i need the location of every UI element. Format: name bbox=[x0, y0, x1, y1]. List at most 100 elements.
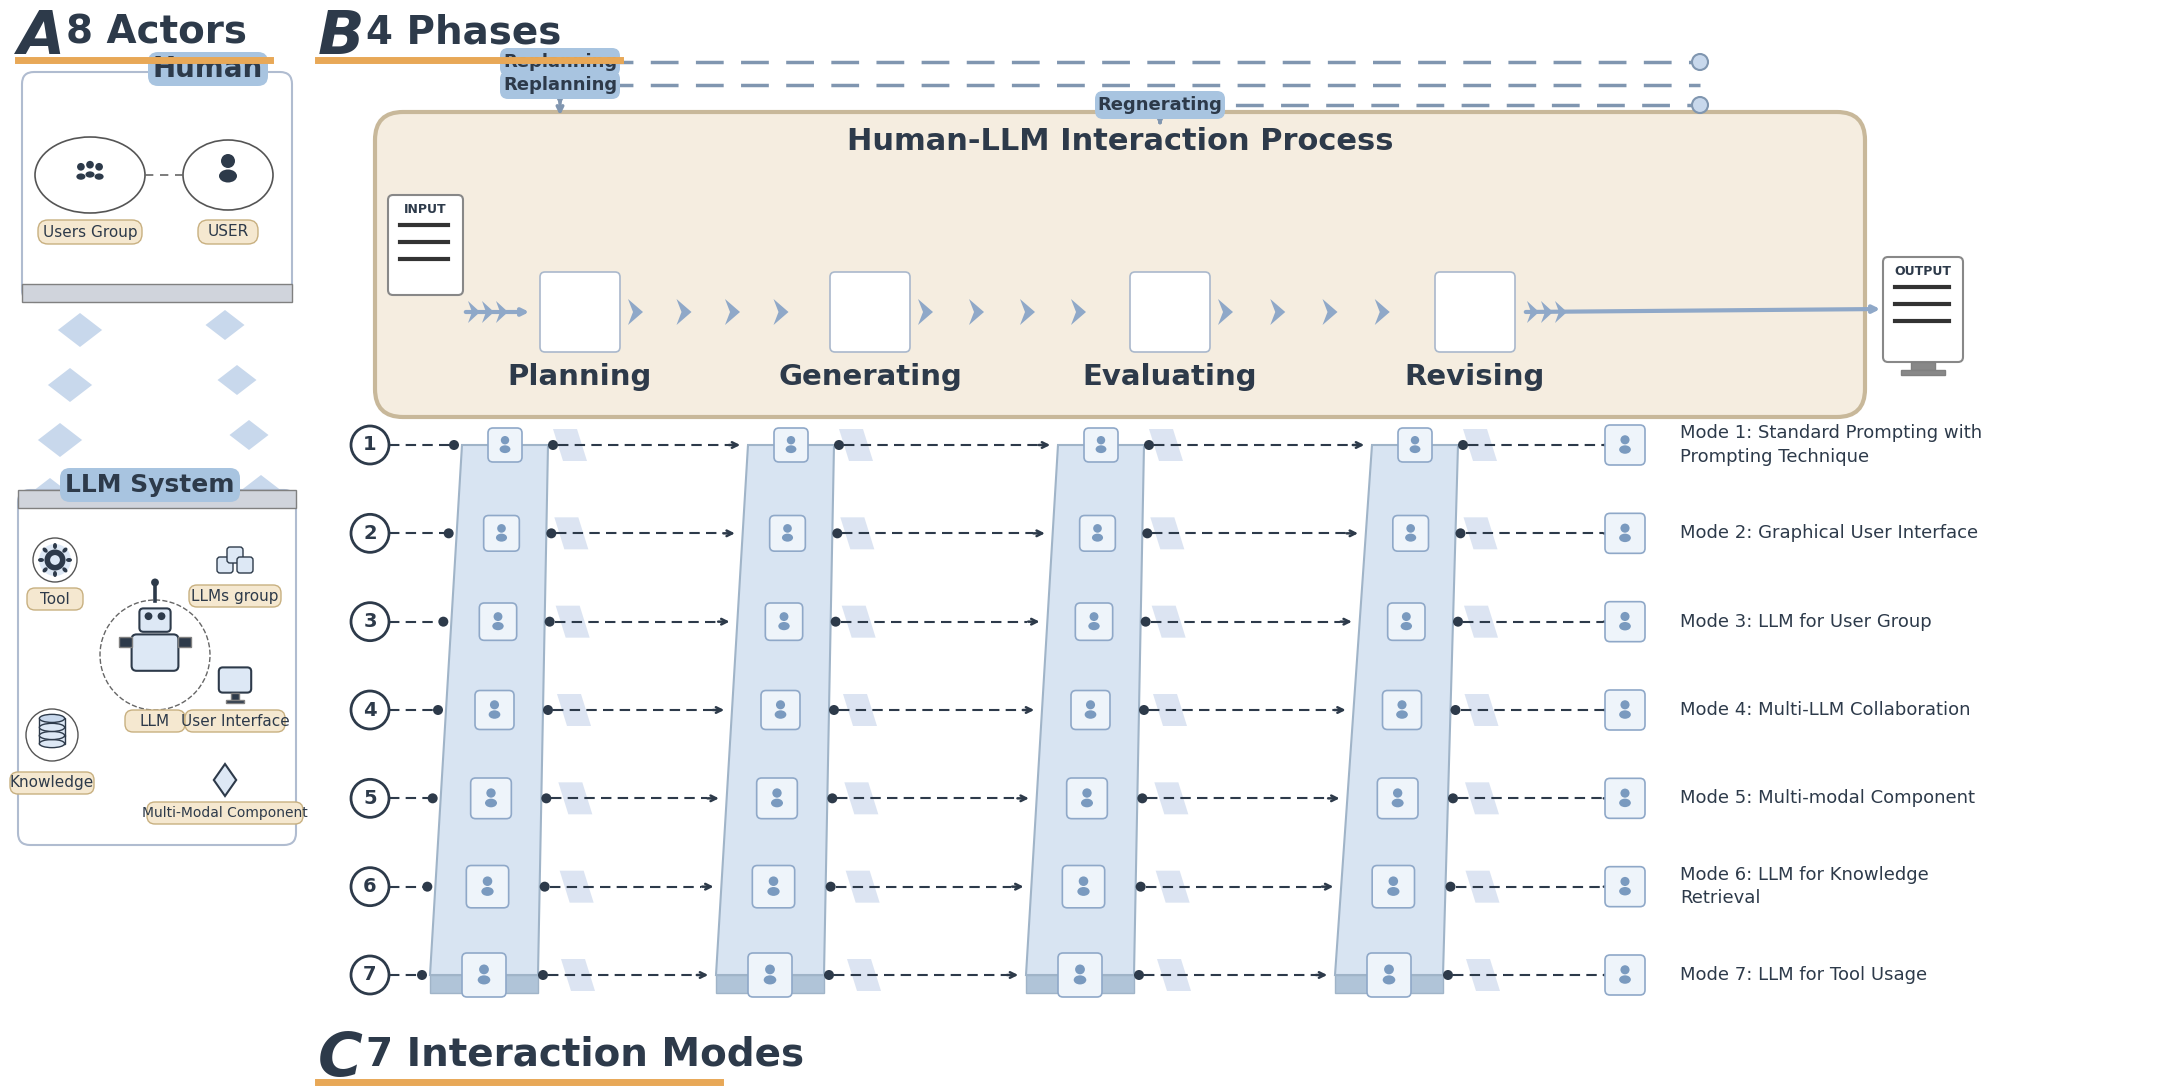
FancyBboxPatch shape bbox=[1399, 428, 1431, 462]
Text: OUTPUT: OUTPUT bbox=[1894, 265, 1951, 278]
Circle shape bbox=[1076, 964, 1085, 974]
Polygon shape bbox=[1323, 299, 1338, 325]
Polygon shape bbox=[431, 445, 548, 975]
FancyBboxPatch shape bbox=[26, 588, 82, 610]
Polygon shape bbox=[1466, 871, 1500, 902]
Polygon shape bbox=[842, 694, 877, 727]
FancyBboxPatch shape bbox=[756, 778, 797, 819]
Circle shape bbox=[1693, 54, 1708, 70]
Ellipse shape bbox=[1388, 887, 1399, 896]
Bar bbox=[22, 285, 292, 302]
Ellipse shape bbox=[43, 547, 48, 553]
Ellipse shape bbox=[39, 723, 65, 732]
Ellipse shape bbox=[1401, 622, 1412, 630]
Circle shape bbox=[825, 970, 834, 980]
Ellipse shape bbox=[43, 567, 48, 572]
FancyBboxPatch shape bbox=[487, 428, 522, 462]
Circle shape bbox=[437, 617, 448, 627]
FancyBboxPatch shape bbox=[461, 954, 507, 997]
Text: B: B bbox=[318, 8, 364, 67]
Circle shape bbox=[478, 964, 489, 974]
FancyBboxPatch shape bbox=[1604, 425, 1645, 465]
Polygon shape bbox=[39, 424, 82, 457]
Polygon shape bbox=[1026, 975, 1134, 993]
Circle shape bbox=[351, 780, 390, 818]
Polygon shape bbox=[1466, 782, 1498, 814]
Circle shape bbox=[829, 705, 840, 715]
Polygon shape bbox=[58, 313, 102, 348]
Ellipse shape bbox=[1619, 445, 1630, 454]
Circle shape bbox=[1446, 882, 1455, 892]
FancyBboxPatch shape bbox=[139, 608, 171, 632]
Ellipse shape bbox=[1619, 622, 1630, 631]
Circle shape bbox=[158, 613, 165, 620]
Text: 7: 7 bbox=[364, 965, 377, 985]
Bar bbox=[119, 637, 132, 647]
FancyBboxPatch shape bbox=[132, 634, 178, 671]
Ellipse shape bbox=[1091, 533, 1102, 542]
FancyBboxPatch shape bbox=[539, 272, 619, 352]
Text: LLM System: LLM System bbox=[65, 473, 234, 497]
Ellipse shape bbox=[500, 445, 511, 453]
Text: 8 Actors: 8 Actors bbox=[65, 13, 247, 51]
Polygon shape bbox=[1154, 694, 1186, 727]
Ellipse shape bbox=[489, 710, 500, 719]
Text: Regnerating: Regnerating bbox=[1098, 96, 1223, 114]
Ellipse shape bbox=[766, 887, 779, 896]
Circle shape bbox=[1392, 788, 1403, 797]
Circle shape bbox=[1619, 700, 1630, 709]
FancyBboxPatch shape bbox=[147, 801, 303, 824]
Circle shape bbox=[351, 956, 390, 994]
Text: Revising: Revising bbox=[1405, 363, 1546, 391]
Polygon shape bbox=[1541, 301, 1552, 323]
Circle shape bbox=[444, 528, 455, 539]
Circle shape bbox=[834, 440, 844, 450]
Ellipse shape bbox=[52, 543, 56, 550]
Polygon shape bbox=[556, 606, 589, 637]
Text: Human: Human bbox=[154, 55, 264, 83]
Polygon shape bbox=[206, 310, 245, 340]
Circle shape bbox=[422, 882, 433, 892]
Ellipse shape bbox=[52, 571, 56, 577]
Circle shape bbox=[548, 440, 559, 450]
Ellipse shape bbox=[1074, 975, 1087, 984]
Bar bbox=[178, 637, 191, 647]
FancyBboxPatch shape bbox=[1604, 779, 1645, 819]
Circle shape bbox=[1444, 970, 1453, 980]
FancyBboxPatch shape bbox=[126, 710, 184, 732]
Ellipse shape bbox=[1619, 887, 1630, 896]
Circle shape bbox=[351, 515, 390, 553]
Bar bbox=[39, 734, 65, 744]
Polygon shape bbox=[242, 475, 281, 505]
Circle shape bbox=[1082, 788, 1091, 797]
Text: 4: 4 bbox=[364, 700, 377, 720]
Circle shape bbox=[1388, 876, 1399, 886]
FancyBboxPatch shape bbox=[1085, 428, 1117, 462]
Circle shape bbox=[764, 964, 775, 974]
Polygon shape bbox=[561, 959, 595, 992]
Circle shape bbox=[539, 882, 550, 892]
FancyBboxPatch shape bbox=[1383, 691, 1422, 730]
Polygon shape bbox=[214, 763, 236, 796]
FancyBboxPatch shape bbox=[465, 866, 509, 908]
Circle shape bbox=[1451, 705, 1461, 715]
Text: Mode 5: Multi-modal Component: Mode 5: Multi-modal Component bbox=[1680, 790, 1974, 807]
FancyBboxPatch shape bbox=[771, 516, 805, 552]
FancyBboxPatch shape bbox=[1604, 867, 1645, 907]
FancyBboxPatch shape bbox=[470, 778, 511, 819]
Circle shape bbox=[145, 613, 152, 620]
Polygon shape bbox=[1271, 299, 1286, 325]
Circle shape bbox=[50, 555, 61, 565]
Ellipse shape bbox=[76, 174, 84, 180]
Text: Tool: Tool bbox=[41, 592, 69, 606]
FancyBboxPatch shape bbox=[227, 547, 242, 563]
Polygon shape bbox=[559, 782, 593, 814]
Circle shape bbox=[1619, 876, 1630, 886]
Text: 4 Phases: 4 Phases bbox=[366, 13, 561, 51]
FancyBboxPatch shape bbox=[1076, 603, 1113, 641]
Ellipse shape bbox=[39, 558, 43, 561]
Ellipse shape bbox=[1078, 887, 1089, 896]
Text: Mode 3: LLM for User Group: Mode 3: LLM for User Group bbox=[1680, 613, 1931, 631]
FancyBboxPatch shape bbox=[236, 557, 253, 573]
Ellipse shape bbox=[1392, 798, 1403, 807]
